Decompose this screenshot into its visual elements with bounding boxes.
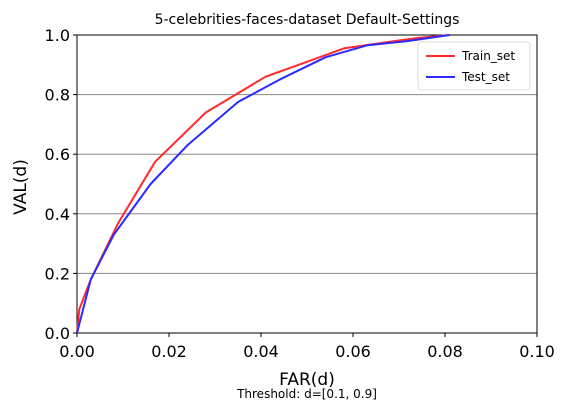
x-tick-label: 0.10 — [519, 342, 555, 361]
x-axis-ticks: 0.00 0.02 0.04 0.06 0.08 0.10 — [59, 333, 555, 361]
legend-label-train: Train_set — [461, 49, 515, 63]
series-line-train-set — [76, 34, 450, 334]
y-tick-label: 0.8 — [45, 86, 70, 105]
y-tick-label: 1.0 — [45, 26, 70, 45]
chart-title: 5-celebrities-faces-dataset Default-Sett… — [155, 12, 460, 28]
x-tick-label: 0.06 — [335, 342, 371, 361]
legend: Train_set Test_set — [417, 41, 531, 91]
y-axis-ticks: 0.0 0.2 0.4 0.6 0.8 1.0 — [45, 26, 77, 343]
x-axis-label: FAR(d) — [279, 370, 335, 390]
y-axis-label: VAL(d) — [11, 159, 31, 215]
y-tick-label: 0.0 — [45, 324, 70, 343]
x-tick-label: 0.04 — [243, 342, 279, 361]
series-layer — [76, 34, 450, 334]
x-tick-label: 0.02 — [151, 342, 187, 361]
legend-label-test: Test_set — [461, 70, 510, 84]
y-tick-label: 0.6 — [45, 145, 70, 164]
x-tick-label: 0.00 — [59, 342, 95, 361]
x-tick-label: 0.08 — [427, 342, 463, 361]
y-tick-label: 0.2 — [45, 264, 70, 283]
series-line-test-set — [76, 34, 450, 334]
y-tick-label: 0.4 — [45, 205, 70, 224]
plot-area-frame — [76, 34, 538, 334]
threshold-caption: Threshold: d=[0.1, 0.9] — [236, 387, 377, 401]
